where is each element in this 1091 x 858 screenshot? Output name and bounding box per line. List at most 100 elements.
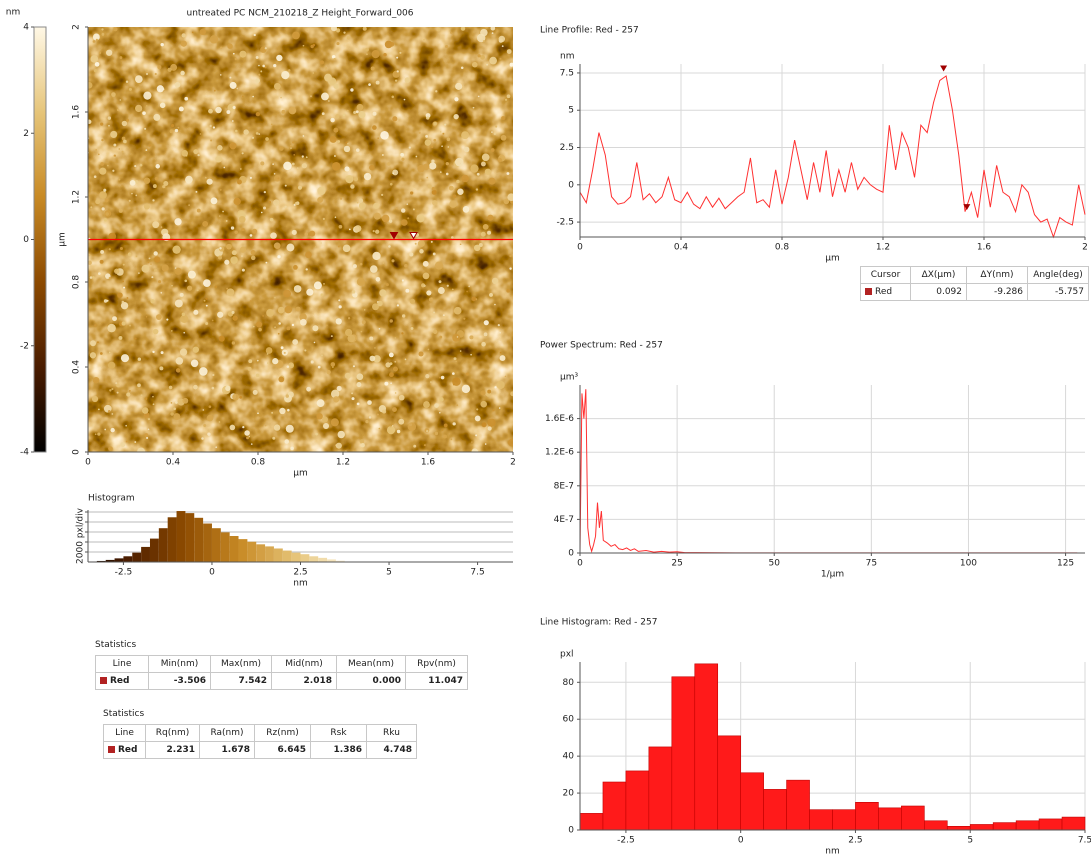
y-tick-label: 20 xyxy=(563,789,575,799)
table-cell: Red xyxy=(104,742,146,759)
grain xyxy=(339,305,342,308)
grain xyxy=(322,417,328,423)
grain xyxy=(461,131,469,139)
grain xyxy=(292,339,298,345)
grain xyxy=(492,32,494,34)
grain xyxy=(271,412,273,414)
histogram-bar xyxy=(1016,821,1039,830)
grain xyxy=(146,73,148,75)
grain xyxy=(260,70,262,72)
grain xyxy=(256,132,259,135)
grain xyxy=(322,112,325,115)
grain xyxy=(163,181,168,186)
grain xyxy=(260,161,264,165)
histogram-bar xyxy=(221,532,230,562)
grain xyxy=(287,409,290,412)
grain xyxy=(135,180,139,184)
grain xyxy=(119,99,121,101)
histogram-bar xyxy=(718,736,741,830)
grain xyxy=(266,347,273,354)
grain xyxy=(443,435,447,439)
grain xyxy=(358,111,365,118)
line-checkbox[interactable] xyxy=(865,288,872,295)
grain xyxy=(292,141,294,143)
grain xyxy=(195,191,197,193)
grain xyxy=(98,154,100,156)
grain xyxy=(510,391,515,396)
grain xyxy=(123,264,125,266)
grain xyxy=(456,180,460,184)
grain xyxy=(490,26,495,31)
grain xyxy=(146,70,148,72)
grain xyxy=(239,396,242,399)
grain xyxy=(100,352,103,355)
grain xyxy=(251,250,256,255)
cell-text: Rsk xyxy=(330,728,346,738)
x-tick-label: 0 xyxy=(209,568,215,578)
x-tick-label: 0.8 xyxy=(775,243,790,253)
grain xyxy=(182,312,186,316)
grain xyxy=(461,175,469,183)
grain xyxy=(466,291,468,293)
histogram-bar xyxy=(580,813,603,830)
grain xyxy=(90,352,96,358)
cell-text: 6.645 xyxy=(278,745,306,755)
grain xyxy=(313,44,316,47)
grain xyxy=(284,439,289,444)
table-cell: 7.542 xyxy=(211,673,272,690)
grain xyxy=(381,194,383,196)
grain xyxy=(232,394,239,401)
grain xyxy=(461,67,464,70)
grain xyxy=(185,176,193,184)
grain xyxy=(280,97,282,99)
grain xyxy=(343,32,345,34)
grain xyxy=(257,412,259,414)
grain xyxy=(212,387,215,390)
colorbar-tick-label: 2 xyxy=(23,129,29,139)
grain xyxy=(197,289,199,291)
grain xyxy=(179,106,184,111)
histogram-bar xyxy=(185,513,194,562)
line-checkbox[interactable] xyxy=(108,746,115,753)
table-row: Red0.092-9.286-5.757 xyxy=(861,284,1089,301)
grain xyxy=(95,199,100,204)
colorbar-tick-label: -2 xyxy=(20,341,29,351)
grain xyxy=(305,252,312,259)
grain xyxy=(266,262,268,264)
grain xyxy=(453,194,457,198)
analysis-window: untreated PC NCM_210218_Z Height_Forward… xyxy=(0,0,1091,858)
grain xyxy=(332,162,341,171)
column-header: Max(nm) xyxy=(211,656,272,673)
table-cell: -5.757 xyxy=(1028,284,1089,301)
grain xyxy=(476,188,478,190)
grain xyxy=(106,50,112,56)
grain xyxy=(252,137,254,139)
grain xyxy=(207,129,209,131)
grain xyxy=(369,165,374,170)
grain xyxy=(112,170,114,172)
line-checkbox[interactable] xyxy=(100,677,107,684)
grain xyxy=(206,305,208,307)
grain xyxy=(108,410,111,413)
y-axis-label: nm xyxy=(560,52,574,62)
grain xyxy=(353,264,357,268)
y-tick-label: 0.8 xyxy=(72,275,82,290)
histogram-bar xyxy=(855,802,878,830)
grain xyxy=(256,56,259,59)
grain xyxy=(233,53,235,55)
grain xyxy=(235,58,237,60)
cell-text: -5.757 xyxy=(1055,287,1084,297)
grain xyxy=(447,285,449,287)
x-tick-label: 1.6 xyxy=(421,458,436,468)
grain xyxy=(485,169,491,175)
grain xyxy=(205,177,207,179)
grain xyxy=(396,57,398,59)
grain xyxy=(440,171,442,173)
y-tick-label: 8E-7 xyxy=(554,481,574,491)
grain xyxy=(193,385,198,390)
grain xyxy=(250,177,252,179)
grain xyxy=(330,136,337,143)
grain xyxy=(428,349,430,351)
grain xyxy=(419,351,424,356)
grain xyxy=(123,140,127,144)
